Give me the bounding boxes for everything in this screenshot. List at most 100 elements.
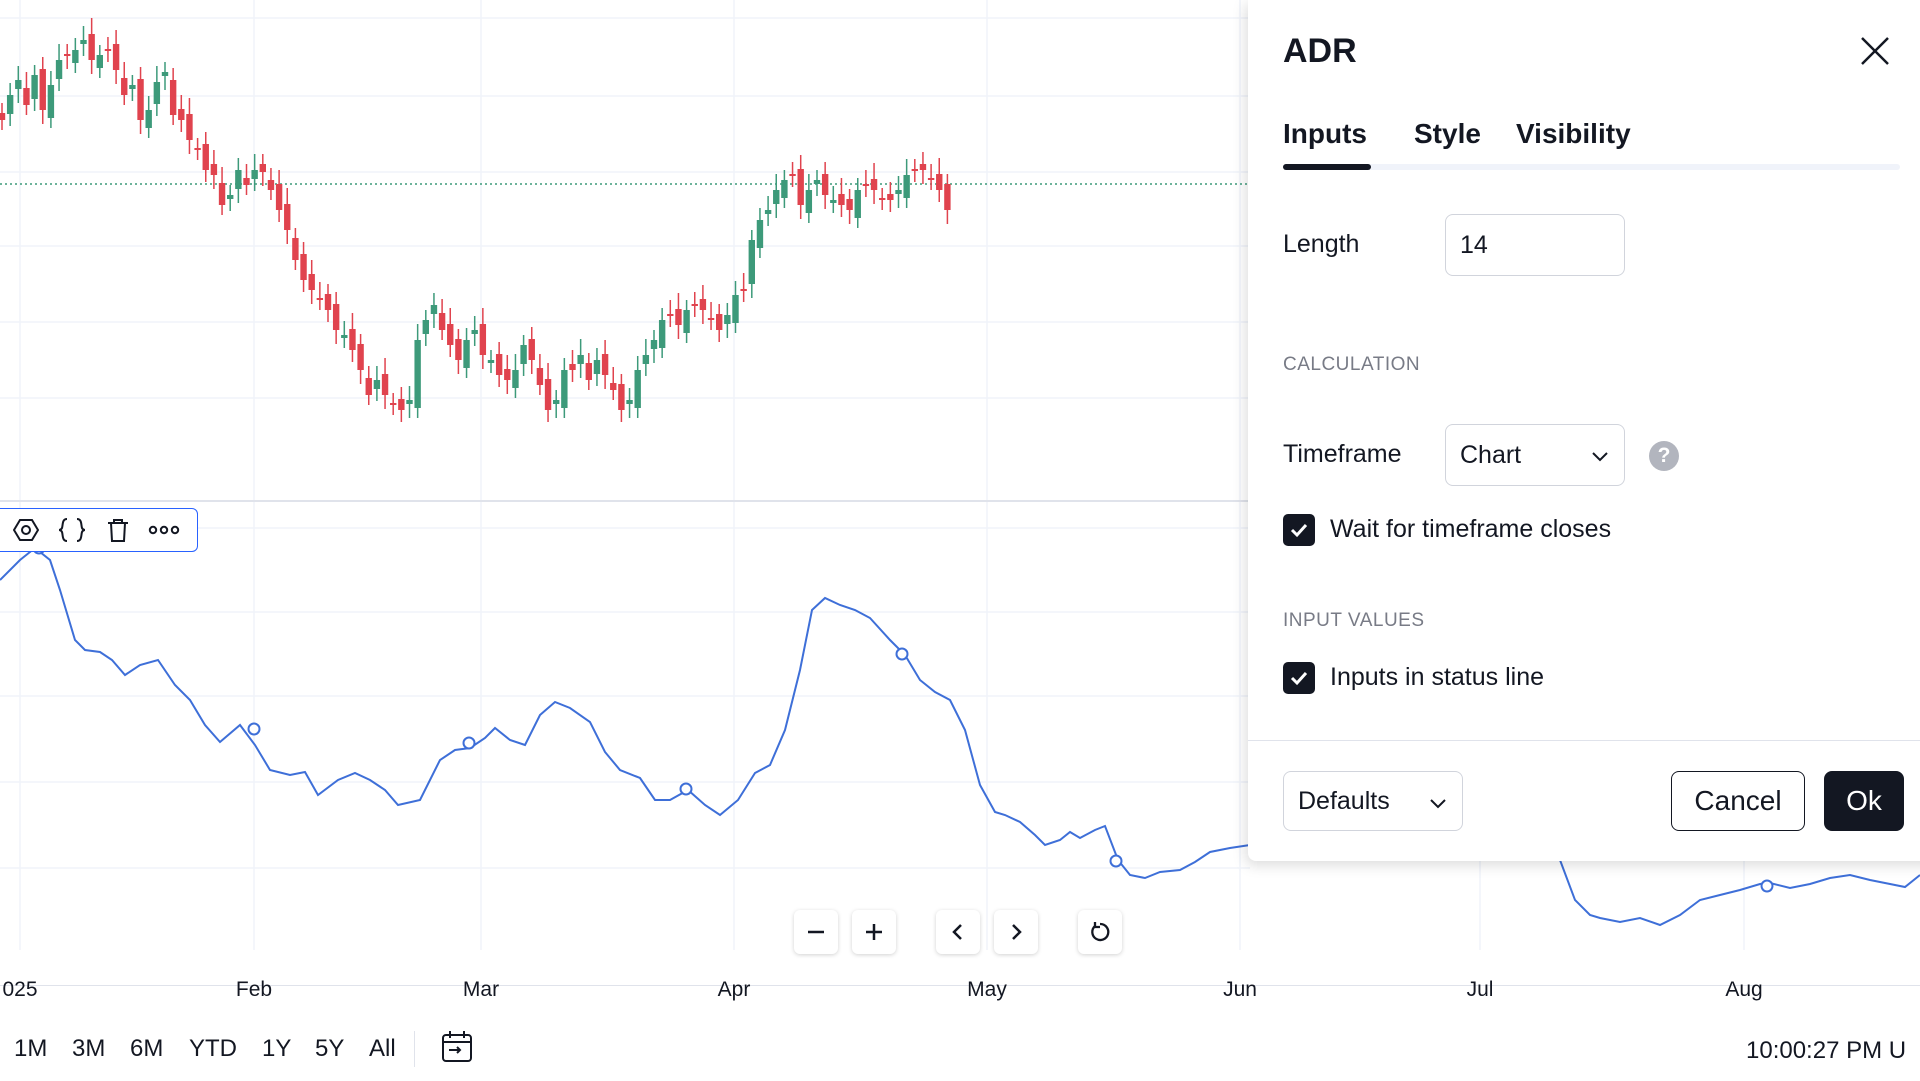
zoom-out-icon[interactable] (794, 910, 838, 954)
scroll-left-icon[interactable] (936, 910, 980, 954)
candle-body (870, 179, 878, 190)
time-axis[interactable]: 025 Feb Mar Apr May Jun Jul Aug (0, 950, 1920, 1001)
reset-icon[interactable] (1078, 910, 1122, 954)
candle-body (944, 184, 951, 210)
candle-body (471, 330, 478, 334)
inputs-status-line-label[interactable]: Inputs in status line (1330, 663, 1545, 691)
candle-body (39, 69, 46, 110)
candle-body (316, 298, 324, 300)
candle-body (406, 400, 413, 404)
inputs-status-line-checkbox[interactable] (1283, 662, 1315, 694)
candle-body (838, 194, 845, 205)
candle-body (194, 148, 201, 150)
candle-body (202, 144, 209, 170)
candle-body (373, 380, 381, 389)
range-all-button[interactable]: All (369, 1035, 396, 1062)
tab-inputs[interactable]: Inputs (1283, 118, 1367, 149)
candle-body (145, 110, 152, 128)
candle-body (626, 400, 633, 404)
source-code-icon[interactable] (55, 513, 89, 547)
candle-body (438, 313, 446, 330)
candle-body (186, 114, 193, 140)
tab-visibility[interactable]: Visibility (1516, 118, 1631, 149)
candle-body (300, 254, 307, 280)
candle-body (218, 183, 226, 205)
candle-body (813, 180, 821, 184)
data-point-marker (679, 782, 693, 796)
chart-grid (0, 0, 1745, 950)
wait-timeframe-checkbox[interactable] (1283, 514, 1315, 546)
indicator-settings-dialog: ADR Inputs Style Visibility Length CALCU… (1248, 0, 1920, 861)
candle-body (756, 220, 764, 248)
candle-body (610, 383, 617, 390)
candle-body (357, 344, 364, 370)
candle-body (96, 55, 103, 68)
candle-body (895, 190, 902, 194)
time-label: Feb (235, 978, 273, 1001)
candle-body (31, 75, 38, 99)
cancel-button[interactable]: Cancel (1671, 771, 1805, 831)
candle-body (650, 340, 658, 349)
candle-body (544, 379, 552, 410)
zoom-in-icon[interactable] (852, 910, 896, 954)
tab-style[interactable]: Style (1414, 118, 1481, 149)
wait-timeframe-label[interactable]: Wait for timeframe closes (1330, 515, 1612, 543)
candle-body (121, 78, 128, 95)
candle-body (936, 174, 943, 190)
trash-icon[interactable] (101, 513, 135, 547)
help-icon[interactable]: ? (1649, 441, 1679, 471)
candle-body (169, 80, 177, 115)
time-label: May (967, 978, 1007, 1001)
candle-body (349, 329, 356, 350)
candle-body (781, 180, 788, 198)
candle-body (284, 204, 291, 230)
active-tab-indicator (1283, 164, 1371, 170)
section-input-values: INPUT VALUES (1283, 610, 1425, 631)
candle-body (553, 400, 560, 404)
candle-body (381, 374, 389, 395)
range-6m-button[interactable]: 6M (130, 1035, 164, 1062)
defaults-dropdown[interactable]: Defaults (1283, 771, 1463, 831)
candle-body (487, 360, 495, 363)
candle-body (927, 178, 935, 180)
clock-timezone[interactable]: 10:00:27 PM U (1746, 1037, 1907, 1064)
range-1m-button[interactable]: 1M (14, 1035, 48, 1062)
candle-body (764, 210, 772, 214)
footer-divider (1248, 740, 1920, 741)
range-3m-button[interactable]: 3M (72, 1035, 106, 1062)
data-point-marker (1109, 854, 1123, 868)
length-input[interactable] (1445, 214, 1625, 276)
timeframe-select[interactable]: Chart (1445, 424, 1625, 486)
candle-body (153, 82, 161, 104)
close-icon[interactable] (1856, 32, 1894, 70)
candle-body (88, 34, 95, 60)
candle-body (463, 340, 470, 368)
candle-body (308, 274, 315, 290)
time-label: Jun (1223, 978, 1257, 1001)
calendar-goto-icon[interactable] (440, 1029, 476, 1070)
price-chart[interactable] (0, 0, 1920, 960)
range-ytd-button[interactable]: YTD (189, 1035, 237, 1062)
settings-icon[interactable] (9, 513, 43, 547)
candle-body (455, 339, 462, 360)
candle-body (642, 355, 650, 364)
candle-body (634, 370, 641, 408)
candle-body (601, 354, 609, 375)
timeframe-value: Chart (1460, 440, 1522, 469)
candle-body (748, 240, 755, 284)
candle-body (504, 369, 511, 380)
candle-body (919, 164, 927, 170)
candle-body (699, 299, 707, 310)
scroll-right-icon[interactable] (994, 910, 1038, 954)
candle-body (129, 85, 136, 89)
range-5y-button[interactable]: 5Y (315, 1035, 345, 1062)
candle-body (47, 85, 55, 118)
range-1y-button[interactable]: 1Y (262, 1035, 292, 1062)
candle-body (80, 40, 87, 44)
ok-button[interactable]: Ok (1824, 771, 1904, 831)
length-label: Length (1283, 230, 1360, 258)
adr-line (0, 546, 1251, 880)
candle-body (495, 354, 503, 375)
candle-body (821, 174, 829, 195)
more-icon[interactable] (147, 513, 181, 547)
